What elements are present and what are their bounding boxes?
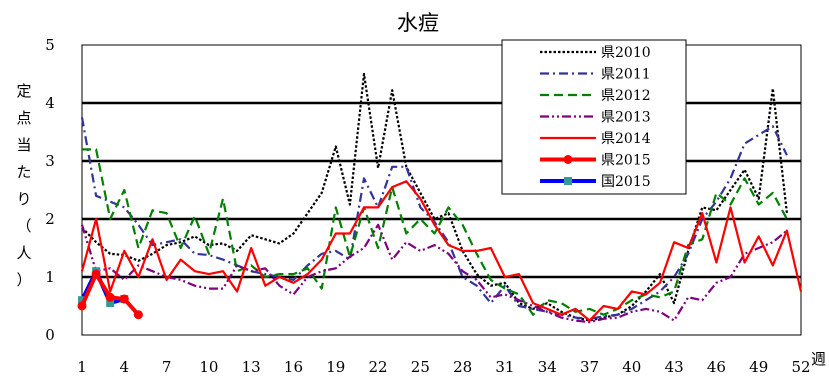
y-axis-label: 定点当たり（人） (16, 82, 31, 289)
x-tick-label: 7 (162, 358, 172, 376)
chart-title: 水痘 (397, 11, 439, 35)
x-tick-label: 49 (749, 358, 768, 376)
data-point (119, 294, 129, 304)
legend: 県2010 県2011 県2012 県2013 県2014 県2015 国2015 (501, 39, 687, 195)
x-tick-label: 22 (369, 358, 388, 376)
data-point (78, 296, 86, 305)
data-point (133, 310, 143, 320)
x-tick-label: 52 (791, 358, 810, 376)
plot-frame (81, 44, 802, 336)
data-point (105, 292, 115, 302)
x-tick-label: 28 (453, 358, 472, 376)
y-tick-label: 4 (45, 94, 55, 112)
legend-label: 県2010 (601, 45, 651, 61)
y-tick-label: 5 (45, 36, 55, 54)
data-point (77, 301, 87, 311)
y-tick-label: 3 (45, 152, 55, 170)
x-tick-label: 43 (665, 358, 684, 376)
x-tick-label: 46 (707, 358, 726, 376)
x-tick-label: 16 (284, 358, 303, 376)
legend-label: 県2014 (601, 131, 651, 147)
data-point (106, 299, 115, 308)
series-line (82, 148, 788, 316)
x-tick-label: 10 (199, 358, 218, 376)
legend-marker (564, 177, 572, 185)
x-tick-label: 13 (242, 358, 261, 376)
legend-label: 県2012 (601, 88, 651, 104)
y-tick-label: 0 (45, 326, 55, 344)
series-line (80, 117, 788, 320)
data-point (91, 269, 101, 279)
x-axis-ticks: 1 4 7 10 13 16 19 22 25 28 31 34 37 40 43 46 49 52 (77, 358, 810, 376)
x-axis-label: 週 (811, 350, 826, 368)
legend-label: 国2015 (601, 174, 651, 190)
legend-marker (563, 155, 573, 164)
legend-label: 県2015 (601, 153, 651, 169)
x-tick-label: 31 (495, 358, 514, 376)
y-axis-ticks: 0 1 2 3 4 5 (45, 36, 55, 344)
legend-label: 県2013 (601, 110, 651, 126)
y-tick-label: 2 (45, 210, 55, 228)
y-tick-label: 1 (45, 268, 55, 286)
series-line (80, 223, 788, 324)
x-tick-label: 40 (622, 358, 641, 376)
series-group (77, 72, 803, 324)
x-tick-label: 19 (326, 358, 345, 376)
x-tick-label: 25 (411, 358, 430, 376)
legend-box (501, 39, 687, 195)
x-tick-label: 1 (77, 358, 87, 376)
x-tick-label: 37 (580, 358, 599, 376)
x-tick-label: 4 (120, 358, 130, 376)
x-tick-label: 34 (538, 358, 557, 376)
legend-label: 県2011 (601, 67, 651, 83)
series-line (80, 180, 803, 322)
